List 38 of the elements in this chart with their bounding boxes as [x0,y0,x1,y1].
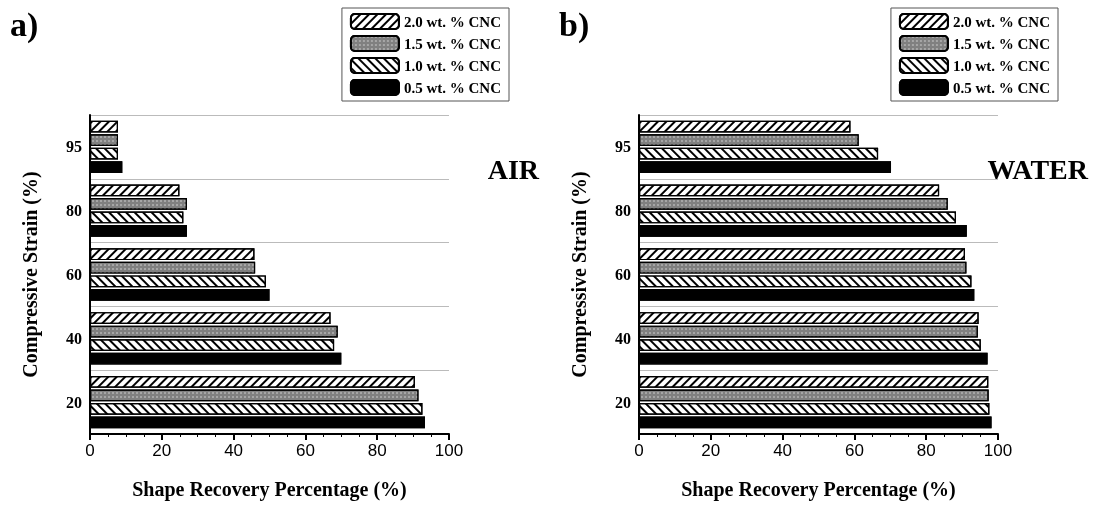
x-tick-label: 80 [367,441,387,460]
chart-title: a) [10,5,39,44]
annotation: WATER [987,153,1089,185]
y-tick-label: 80 [66,202,82,220]
y-tick-label: 95 [615,138,631,156]
x-tick-label: 40 [224,441,244,460]
x-tick-label: 0 [85,441,95,460]
y-axis-title: Compressive Strain (%) [568,171,591,378]
x-axis-title: Shape Recovery Percentage (%) [681,478,956,501]
y-tick-label: 60 [615,266,631,283]
y-tick-label: 20 [615,393,631,411]
x-tick-label: 60 [295,441,315,460]
legend-label: 1.0 wt. % CNC [952,57,1050,74]
y-tick-label: 40 [615,329,631,347]
text: AIR [487,153,540,185]
y-tick-label: 60 [66,266,82,283]
y-tick-label: 80 [615,202,631,220]
x-tick-label: 20 [152,441,172,460]
legend-label: 0.5 wt. % CNC [952,79,1050,96]
legend-label: 2.0 wt. % CNC [952,13,1050,30]
chart-title: b) [559,5,590,44]
x-tick-label: 0 [634,441,644,460]
x-tick-label: 100 [983,441,1013,460]
x-axis-title: Shape Recovery Percentage (%) [132,478,407,501]
legend-label: 1.5 wt. % CNC [952,35,1050,52]
x-tick-label: 40 [773,441,793,460]
y-tick-label: 95 [66,138,82,156]
y-axis-title: Compressive Strain (%) [19,171,42,378]
x-tick-label: 100 [434,441,464,460]
legend-label: 0.5 wt. % CNC [403,79,501,96]
x-tick-label: 20 [701,441,721,460]
y-tick-label: 40 [66,329,82,347]
x-tick-label: 60 [844,441,864,460]
x-tick-label: 80 [916,441,936,460]
legend-label: 2.0 wt. % CNC [403,13,501,30]
legend-label: 1.5 wt. % CNC [403,35,501,52]
y-tick-label: 20 [66,393,82,411]
legend-label: 1.0 wt. % CNC [403,57,501,74]
